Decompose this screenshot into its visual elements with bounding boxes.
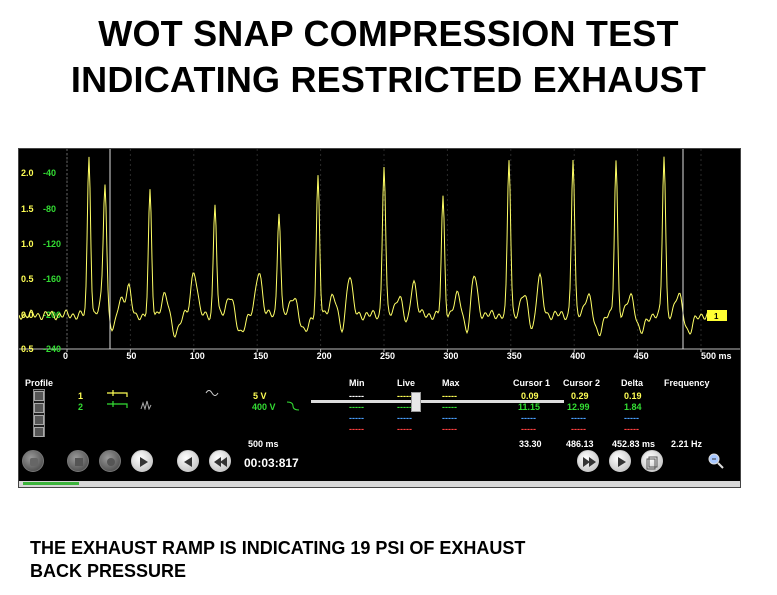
- profile-label: Profile: [25, 378, 54, 388]
- y-tick-label-ch1: 1.5: [21, 204, 34, 214]
- pause-button[interactable]: [99, 450, 121, 472]
- max-header: Max: [442, 378, 460, 388]
- cursor-2-time: 486.13: [566, 439, 594, 449]
- x-tick-label: 450: [634, 351, 649, 359]
- ch1-cursor-1: 0.09: [521, 391, 539, 401]
- timebase-value[interactable]: 500 ms: [248, 439, 279, 449]
- ch1-min: -----: [349, 391, 364, 401]
- channel-box-1[interactable]: [34, 391, 44, 401]
- scope-window: 2.0 -40 1.5 -80 1.0 -120 0.5 -160 0.0 -200 0.5 -240…: [18, 148, 741, 488]
- live-header: Live: [397, 378, 416, 388]
- ch4-cursor-1: -----: [521, 424, 536, 434]
- fast-forward-button[interactable]: [577, 450, 599, 472]
- ch3-max: -----: [442, 413, 457, 423]
- ch1-max: -----: [442, 391, 457, 401]
- x-tick-label: 0: [63, 351, 68, 359]
- x-tick-label: 350: [507, 351, 522, 359]
- ch2-delta: 1.84: [624, 402, 642, 412]
- channel-2-number: 2: [78, 402, 84, 412]
- step-forward-button[interactable]: [609, 450, 631, 472]
- trigger-slope-icon[interactable]: [286, 400, 300, 412]
- trigger-marker-label: 1: [714, 312, 719, 321]
- ch3-cursor-2: -----: [571, 413, 586, 423]
- ch2-max: -----: [442, 402, 457, 412]
- x-tick-label: 100: [190, 351, 205, 359]
- ch4-delta: -----: [624, 424, 639, 434]
- y-tick-label-ch1: 0.5: [21, 344, 34, 354]
- caption-line-1: THE EXHAUST RAMP IS INDICATING 19 PSI OF…: [30, 538, 526, 558]
- channel-1-number: 1: [78, 391, 84, 401]
- caption-line-2: BACK PRESSURE: [30, 561, 187, 581]
- channel-selector[interactable]: [33, 389, 45, 437]
- waveform-graph[interactable]: 2.0 -40 1.5 -80 1.0 -120 0.5 -160 0.0 -200 0.5 -240…: [19, 149, 740, 359]
- ch2-cursor-1: 11.15: [518, 402, 541, 412]
- slide-title-line-2: INDICATING RESTRICTED EXHAUST: [70, 59, 707, 100]
- y-tick-label-ch2: -40: [43, 168, 56, 178]
- waveform-trace: [19, 156, 710, 338]
- slide-title-line-1: WOT SNAP COMPRESSION TEST: [98, 13, 679, 54]
- y-tick-label-ch2: -120: [43, 239, 61, 249]
- ch4-min: -----: [349, 424, 364, 434]
- x-tick-label: 150: [253, 351, 268, 359]
- channel-box-3[interactable]: [34, 415, 44, 425]
- ch1-delta: 0.19: [624, 391, 642, 401]
- cursor-1-time: 33.30: [519, 439, 542, 449]
- channel-box-2[interactable]: [34, 403, 44, 413]
- playback-slider-track[interactable]: [311, 400, 564, 403]
- y-tick-label-ch1: 0.5: [21, 274, 34, 284]
- ch2-cursor-2: 12.99: [567, 402, 590, 412]
- ch2-min: -----: [349, 402, 364, 412]
- ch4-max: -----: [442, 424, 457, 434]
- waveform-icon: [205, 390, 219, 396]
- x-tick-label: 50: [126, 351, 136, 359]
- frequency-value: 2.21 Hz: [671, 439, 703, 449]
- x-tick-label: 400: [570, 351, 585, 359]
- delta-time: 452.83 ms: [612, 439, 656, 449]
- x-tick-label: 300: [443, 351, 458, 359]
- y-tick-label-ch1: 2.0: [21, 168, 34, 178]
- record-button[interactable]: [22, 450, 44, 472]
- y-tick-label-ch2: -80: [43, 204, 56, 214]
- trigger-marker[interactable]: [707, 310, 727, 321]
- frequency-header: Frequency: [664, 378, 710, 388]
- cursor-2-header: Cursor 2: [563, 378, 601, 388]
- y-tick-label-ch2: -200: [43, 310, 61, 320]
- x-tick-label: 250: [380, 351, 395, 359]
- x-tick-label: 500 ms: [701, 351, 732, 359]
- channel-box-4[interactable]: [34, 427, 44, 437]
- probe-icon[interactable]: [105, 389, 135, 411]
- ch3-delta: -----: [624, 413, 639, 423]
- rewind-button[interactable]: [209, 450, 231, 472]
- ch4-live: -----: [397, 424, 412, 434]
- ch3-min: -----: [349, 413, 364, 423]
- y-tick-label-ch2: -240: [43, 344, 61, 354]
- zoom-icon[interactable]: [707, 452, 725, 470]
- stop-button[interactable]: [67, 450, 89, 472]
- ch4-cursor-2: -----: [571, 424, 586, 434]
- time-readout: 00:03:817: [244, 456, 299, 470]
- buffer-bar: [19, 481, 740, 487]
- ch2-live: -----: [397, 402, 412, 412]
- y-tick-label-ch1: 0.0: [21, 310, 34, 320]
- control-panel: Profile 1 2 5 V 400 V Min Live Max Curso…: [19, 359, 740, 487]
- cursor-1-header: Cursor 1: [513, 378, 551, 388]
- step-back-button[interactable]: [177, 450, 199, 472]
- ch3-cursor-1: -----: [521, 413, 536, 423]
- y-tick-label-ch2: -160: [43, 274, 61, 284]
- min-header: Min: [349, 378, 365, 388]
- play-button[interactable]: [131, 450, 153, 472]
- y-tick-label-ch1: 1.0: [21, 239, 34, 249]
- ch1-live: -----: [397, 391, 412, 401]
- channel-2-scale[interactable]: 400 V: [252, 402, 276, 412]
- histogram-icon[interactable]: [140, 400, 152, 410]
- channel-1-scale[interactable]: 5 V: [253, 391, 267, 401]
- snapshot-button[interactable]: [641, 450, 663, 472]
- x-tick-label: 200: [317, 351, 332, 359]
- ch3-live: -----: [397, 413, 412, 423]
- delta-header: Delta: [621, 378, 644, 388]
- ch1-cursor-2: 0.29: [571, 391, 589, 401]
- playback-slider-thumb[interactable]: [411, 392, 421, 412]
